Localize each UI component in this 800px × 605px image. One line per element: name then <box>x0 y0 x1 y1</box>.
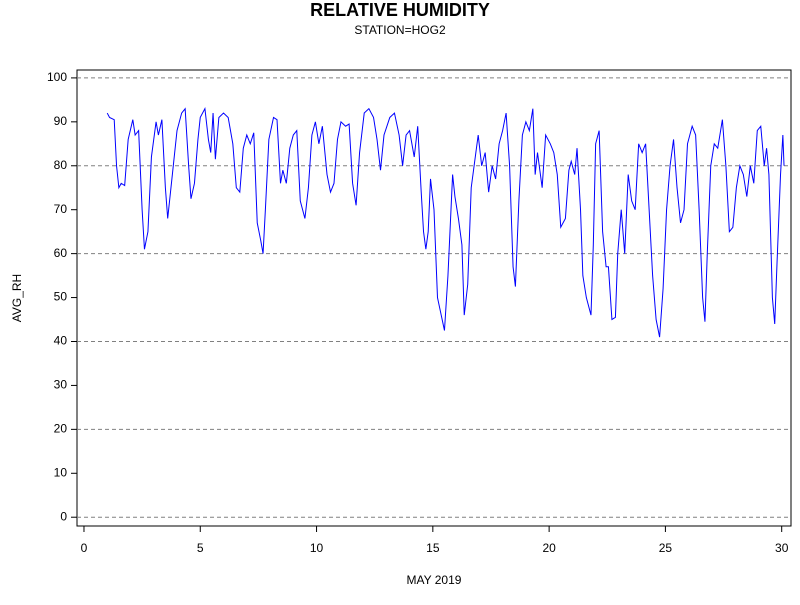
y-tick-label: 30 <box>54 378 68 392</box>
x-axis-label: MAY 2019 <box>407 573 462 587</box>
y-tick-label: 80 <box>54 158 68 172</box>
y-tick-label: 70 <box>54 202 68 216</box>
y-tick-label: 0 <box>60 509 67 523</box>
x-tick-label: 0 <box>81 541 88 555</box>
y-tick-label: 60 <box>54 246 68 260</box>
y-tick-label: 50 <box>54 290 68 304</box>
y-tick-label: 10 <box>54 465 68 479</box>
data-line <box>106 106 785 338</box>
plot-frame <box>76 69 792 527</box>
y-tick-label: 40 <box>54 334 68 348</box>
x-tick-label: 25 <box>659 541 673 555</box>
x-tick-label: 15 <box>426 541 440 555</box>
y-tick-label: 90 <box>54 114 68 128</box>
y-axis-label: AVG_RH <box>10 274 24 322</box>
chart-subtitle: STATION=HOG2 <box>354 23 446 37</box>
chart-title: RELATIVE HUMIDITY <box>310 0 490 20</box>
x-tick-label: 20 <box>542 541 556 555</box>
y-tick-label: 20 <box>54 422 68 436</box>
x-tick-label: 5 <box>197 541 204 555</box>
x-tick-label: 30 <box>775 541 789 555</box>
y-tick-label: 100 <box>47 70 67 84</box>
x-tick-label: 10 <box>310 541 324 555</box>
